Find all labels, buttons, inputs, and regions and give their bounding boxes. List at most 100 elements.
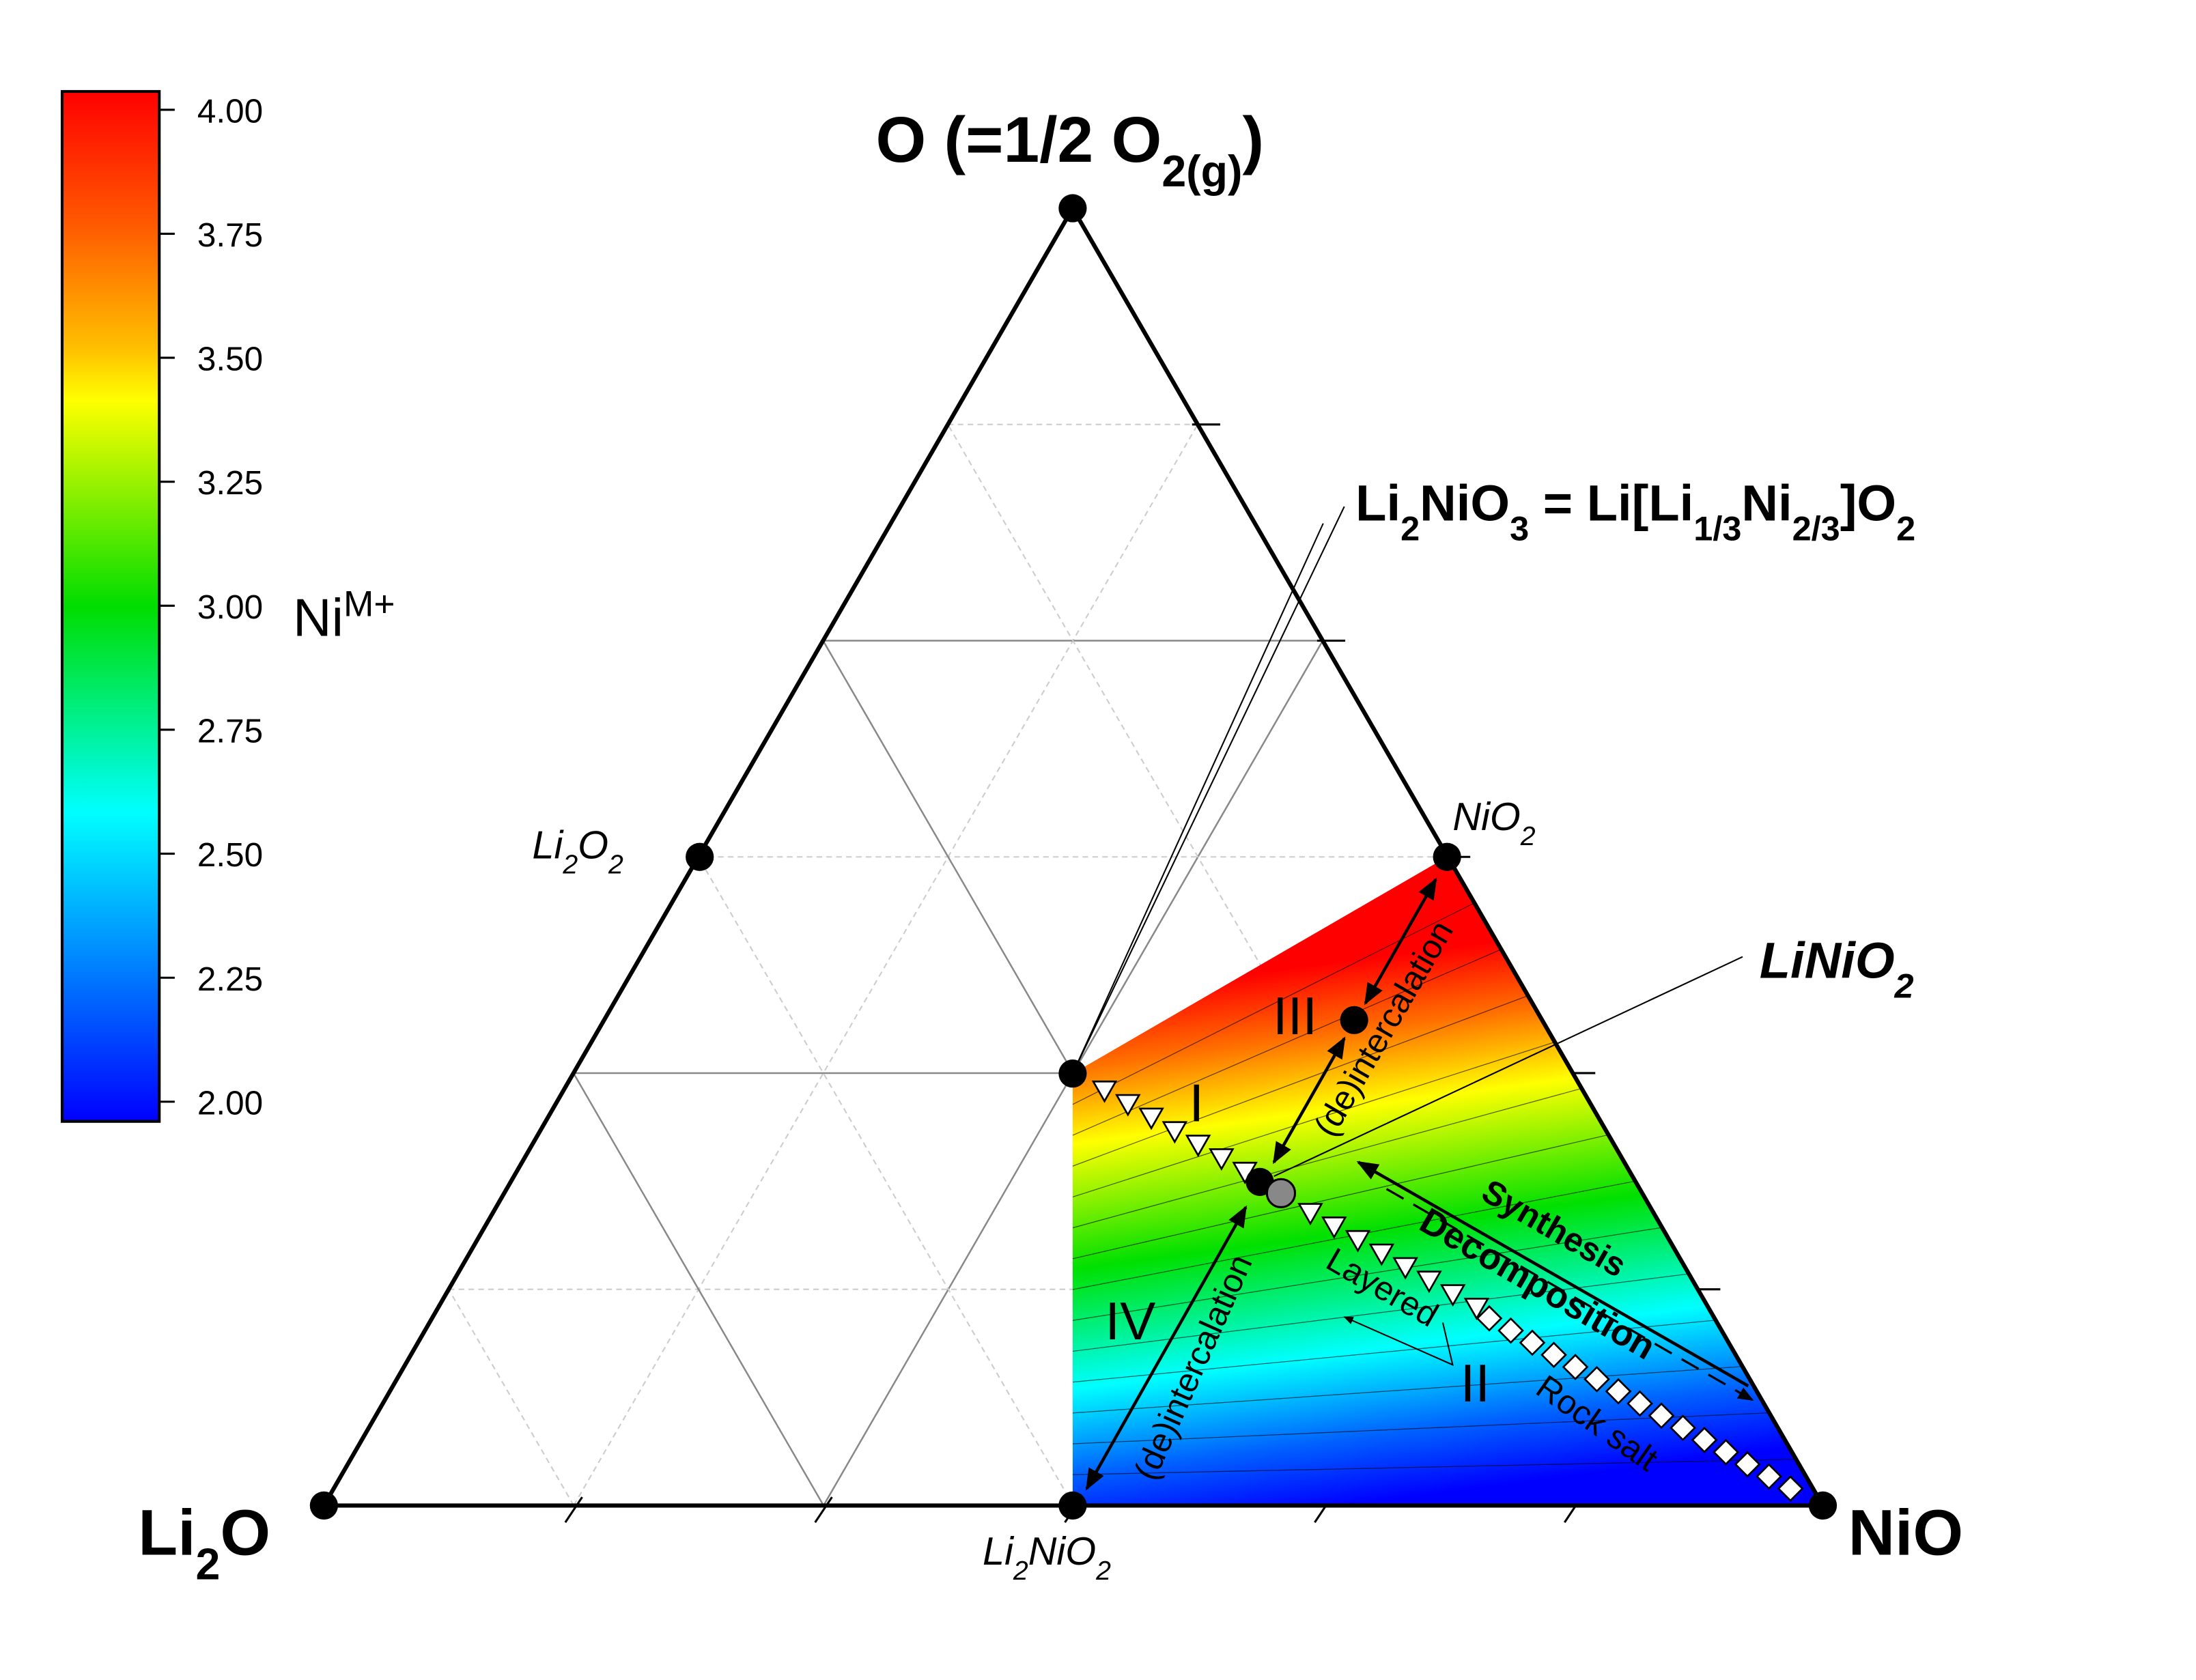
colorbar-tick-label: 4.00 (197, 92, 263, 130)
grid-line (572, 1072, 825, 1507)
colorbar-tick-label: 3.25 (197, 464, 263, 502)
compound-label: NiO2 (1452, 795, 1535, 851)
rocksalt-marker (1519, 1329, 1546, 1356)
tick (564, 1496, 583, 1524)
compound-label: Li2NiO2 (983, 1530, 1111, 1586)
compound-point (1433, 842, 1461, 871)
layered-bracket (1343, 1316, 1454, 1367)
subscript: 2 (1894, 966, 1914, 1005)
compound-label: Li2NiO3 = Li[Li1/3Ni2/3]O2 (1355, 475, 1915, 548)
colorbar (60, 89, 161, 1123)
rocksalt-marker (1583, 1365, 1610, 1393)
layered-marker (1416, 1270, 1442, 1294)
layered-marker (1345, 1229, 1371, 1253)
rocksalt-marker (1777, 1475, 1804, 1503)
rocksalt-marker (1713, 1438, 1739, 1466)
arrow (1272, 1036, 1346, 1165)
rocksalt-marker (1691, 1427, 1718, 1453)
subscript: 2 (562, 849, 578, 879)
colorbar-tick-label: 2.50 (197, 836, 263, 874)
compound-point (1058, 1059, 1087, 1088)
subscript: 2 (1013, 1556, 1028, 1586)
label-part: ]O (1840, 475, 1896, 532)
label-part: NiO (1420, 475, 1510, 532)
label-part: O (578, 823, 608, 867)
compound-point (1340, 1006, 1368, 1034)
arrow (1356, 1161, 1749, 1388)
compound-point (1058, 194, 1087, 223)
colorbar-tick-label: 2.25 (197, 960, 263, 998)
label-part: Ni (293, 588, 343, 648)
compound-point (1058, 1491, 1087, 1520)
compound-point (1808, 1491, 1838, 1520)
vertex-label: Li2O (138, 1497, 270, 1589)
colorbar-tick-label: 3.75 (197, 216, 263, 254)
colorbar-label: NiM+ (293, 584, 395, 647)
valence-region (1072, 857, 1823, 1506)
grid-line (573, 424, 1198, 1506)
subscript: 2 (196, 1540, 221, 1589)
rocksalt-marker (1648, 1402, 1675, 1429)
grid-line (448, 1289, 575, 1506)
intermediate-point (1265, 1178, 1297, 1209)
layered-marker (1392, 1257, 1418, 1280)
layered-marker (1463, 1298, 1490, 1320)
region-label: IV (1105, 1291, 1155, 1351)
label-part: O (220, 1497, 270, 1569)
colorbar-tick-label: 3.00 (197, 588, 263, 626)
rocksalt-marker (1734, 1451, 1761, 1478)
colorbar-tick-label: 2.00 (197, 1084, 263, 1122)
subscript: 2(g) (1162, 147, 1242, 196)
subscript: 2 (1095, 1556, 1111, 1586)
subscript: 2 (1400, 509, 1420, 547)
subscript: 2/3 (1792, 509, 1840, 547)
tick (814, 1496, 833, 1524)
compound-point (686, 842, 714, 871)
label-part: LiNiO (1760, 932, 1895, 988)
rocksalt-marker (1540, 1341, 1567, 1369)
layered-marker (1439, 1284, 1466, 1307)
layered-marker (1209, 1148, 1235, 1171)
leader-line (1273, 956, 1743, 1178)
label-part: = Li[Li (1529, 475, 1693, 532)
layered-marker (1185, 1135, 1211, 1158)
region-label: I (1189, 1073, 1204, 1133)
arrow (1364, 877, 1437, 1006)
colorbar-tick-label: 3.50 (197, 341, 263, 378)
subscript: 2 (608, 849, 623, 879)
rocksalt-marker (1476, 1305, 1503, 1332)
region-label: II (1461, 1353, 1491, 1413)
label-part: O (=1/2 O (875, 104, 1162, 176)
label-part: Li (1355, 475, 1400, 532)
layered-marker (1297, 1203, 1323, 1226)
layered-marker (1115, 1094, 1141, 1117)
leader-line (1071, 506, 1345, 1074)
rocksalt-marker (1756, 1463, 1782, 1490)
superscript: M+ (343, 584, 395, 624)
rocksalt-marker (1670, 1414, 1696, 1441)
arrow (1385, 1188, 1754, 1401)
region-label: III (1273, 986, 1317, 1046)
label-part: ) (1243, 104, 1265, 176)
layered-marker (1321, 1216, 1347, 1239)
layered-marker (1368, 1243, 1395, 1266)
subscript: 3 (1510, 509, 1529, 547)
layered-marker (1091, 1080, 1118, 1103)
layered-marker (1162, 1121, 1188, 1144)
label-part: NiO (1028, 1530, 1096, 1574)
compound-label: LiNiO2 (1760, 932, 1914, 1004)
label-part: Li (138, 1497, 195, 1569)
label-part: Ni (1741, 475, 1792, 532)
vertex-label: O (=1/2 O2(g)) (875, 104, 1264, 196)
label-part: NiO (1848, 1497, 1964, 1569)
leader-line (1071, 523, 1324, 1074)
arrow (1085, 1205, 1248, 1491)
subscript: 2 (1520, 821, 1536, 851)
layered-marker (1138, 1107, 1164, 1130)
vertex-label: NiO (1848, 1497, 1964, 1569)
rocksalt-marker (1562, 1354, 1589, 1380)
rocksalt-marker (1605, 1378, 1632, 1405)
rocksalt-marker (1627, 1390, 1653, 1417)
